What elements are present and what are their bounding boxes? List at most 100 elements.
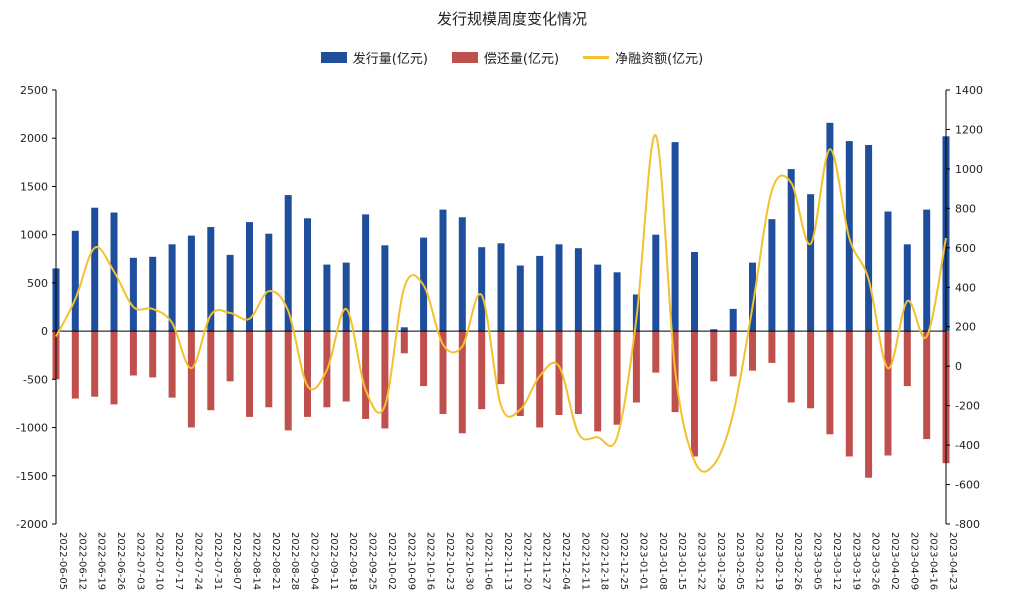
x-tick-label: 2023-02-19 — [773, 532, 784, 590]
x-tick-label: 2022-11-20 — [521, 532, 532, 590]
right-tick-label: 800 — [955, 202, 976, 215]
repay-bar — [284, 331, 292, 431]
issue-bar — [903, 244, 911, 332]
right-tick-label: -400 — [955, 439, 980, 452]
x-tick-label: 2022-10-30 — [463, 532, 474, 590]
left-tick-label: -500 — [23, 373, 48, 386]
legend-item-net: 净融资额(亿元) — [583, 48, 703, 67]
repay-bar — [710, 331, 718, 382]
net-financing-line — [55, 134, 947, 473]
repay-bar — [845, 331, 853, 457]
x-tick-label: 2022-07-31 — [212, 532, 223, 590]
repay-bar — [362, 331, 370, 419]
issue-bar — [362, 214, 370, 332]
issue-bar — [265, 233, 273, 332]
repay-bar — [129, 331, 137, 376]
x-tick-label: 2022-12-11 — [579, 532, 590, 590]
net-line-group — [55, 134, 947, 473]
left-tick-label: -2000 — [16, 518, 48, 531]
repay-bar — [594, 331, 602, 432]
repay-bar — [652, 331, 660, 373]
repay-bar — [420, 331, 428, 387]
issue-bar — [613, 272, 621, 332]
repay-bar — [342, 331, 350, 402]
issue-bar — [555, 244, 563, 332]
x-tick-label: 2022-08-14 — [251, 532, 262, 590]
repay-bar — [691, 331, 698, 457]
repay-bar — [536, 331, 544, 428]
repay-bar — [246, 331, 253, 417]
repay-bar — [826, 331, 834, 435]
x-tick-label: 2022-07-24 — [192, 532, 203, 590]
issue-bar — [439, 209, 447, 332]
issue-bar — [304, 218, 311, 332]
x-tick-label: 2022-08-21 — [270, 532, 281, 590]
issue-bar — [923, 209, 931, 332]
x-tick-label: 2022-06-05 — [57, 532, 68, 590]
x-tick-label: 2022-06-12 — [76, 532, 87, 590]
issue-bar — [497, 243, 505, 332]
issue-bar — [226, 254, 234, 332]
legend-label-repay: 偿还量(亿元) — [483, 52, 560, 67]
right-tick-label: -600 — [955, 479, 980, 492]
left-tick-label: -1500 — [16, 470, 48, 483]
repay-bar — [807, 331, 815, 409]
issue-bar — [187, 235, 195, 332]
x-tick-label: 2022-11-06 — [483, 532, 494, 590]
x-tick-label: 2023-01-15 — [676, 532, 687, 590]
x-tick-label: 2023-03-19 — [850, 532, 861, 590]
x-axis-ticks: 2022-06-05 2022-06-12 2022-06-19 2022-06-26… — [57, 532, 958, 590]
x-tick-label: 2023-01-29 — [715, 532, 726, 590]
repay-bar — [865, 331, 873, 478]
issue-bar — [400, 327, 408, 332]
x-tick-label: 2022-09-18 — [347, 532, 358, 590]
right-tick-label: -200 — [955, 400, 980, 413]
issue-bar — [671, 142, 679, 332]
repay-bar — [458, 331, 466, 434]
x-tick-label: 2023-03-12 — [831, 532, 842, 590]
issue-bar — [478, 247, 486, 332]
x-tick-label: 2023-04-23 — [947, 532, 958, 590]
repay-bar — [787, 331, 795, 403]
x-tick-label: 2022-11-13 — [502, 532, 513, 590]
issue-bar — [168, 244, 176, 332]
right-tick-label: 1000 — [955, 163, 983, 176]
issue-bar — [284, 195, 292, 332]
issue-bar — [71, 230, 79, 332]
x-tick-label: 2023-02-12 — [754, 532, 765, 590]
issue-bar — [458, 217, 466, 332]
x-tick-label: 2022-07-17 — [173, 532, 184, 590]
legend-label-issue: 发行量(亿元) — [352, 52, 428, 67]
x-tick-label: 2023-03-26 — [870, 532, 881, 590]
x-tick-label: 2022-09-25 — [367, 532, 378, 590]
repay-bar — [478, 331, 486, 410]
right-tick-label: -800 — [955, 518, 980, 531]
repay-bar — [71, 331, 79, 399]
chart-title: 发行规模周度变化情况 — [436, 10, 587, 28]
issue-bar — [91, 207, 99, 332]
issue-bar — [749, 262, 756, 332]
x-tick-label: 2022-11-27 — [541, 532, 552, 590]
legend-item-repay: 偿还量(亿元) — [451, 48, 560, 67]
repay-bar — [574, 331, 582, 414]
repay-bar — [187, 331, 195, 428]
x-tick-label: 2023-04-02 — [889, 532, 900, 590]
repay-bar — [768, 331, 776, 363]
right-tick-label: 1400 — [955, 84, 983, 97]
legend: 发行量(亿元) 偿还量(亿元) 净融资额(亿元) — [0, 48, 1024, 67]
x-tick-label: 2022-10-02 — [386, 532, 397, 590]
repay-bar — [304, 331, 311, 417]
issue-bar — [884, 211, 892, 332]
repay-bar — [91, 331, 99, 397]
issue-bar — [342, 262, 350, 332]
repay-bar — [884, 331, 892, 456]
left-axis-ticks: 2500 2000 1500 1000 500 0 -500 -1000 -1500 -2000 — [16, 84, 56, 531]
x-tick-label: 2023-02-05 — [734, 532, 745, 590]
x-tick-label: 2023-01-22 — [696, 532, 707, 590]
issue-bar — [691, 252, 698, 332]
repay-bar — [632, 331, 640, 403]
legend-item-issue: 发行量(亿元) — [320, 48, 428, 67]
repay-bar — [729, 331, 737, 377]
issue-bar — [787, 169, 795, 332]
